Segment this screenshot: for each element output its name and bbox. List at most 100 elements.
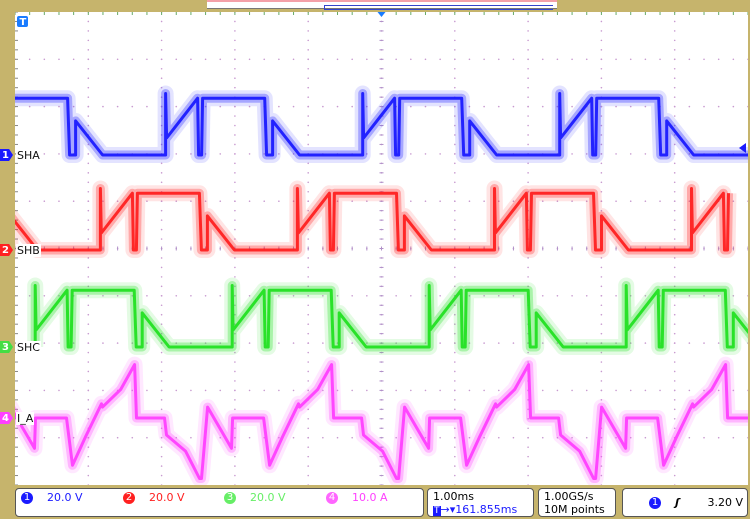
grid-dot [307, 77, 310, 80]
grid-dot [454, 323, 456, 325]
channel-2-label: SHB [16, 243, 41, 257]
grid-dot [527, 465, 529, 467]
grid-dot [248, 436, 251, 439]
grid-dot [673, 39, 676, 42]
grid-dot [146, 342, 148, 344]
grid-dot [527, 134, 529, 136]
grid-dot [615, 105, 617, 108]
trace-shb [15, 187, 730, 252]
grid-dot [160, 86, 163, 89]
grid-dot [541, 436, 544, 439]
grid-dot [468, 200, 471, 202]
trigger-panel[interactable]: 1 ʃ 3.20 V [622, 488, 748, 517]
grid-dot [747, 342, 748, 344]
ch2-scale[interactable]: 20.0 V [149, 491, 185, 504]
timebase-panel[interactable]: 1.00ms T→▾161.855ms [427, 488, 534, 517]
grid-dot [160, 209, 163, 212]
grid-dot [527, 408, 529, 411]
grid-dot [571, 105, 573, 108]
grid-dot [322, 105, 324, 108]
ch1-scale[interactable]: 20.0 V [47, 491, 83, 504]
trigger-level-marker [739, 143, 746, 153]
grid-dot [87, 257, 90, 259]
channel-1-marker[interactable]: 1 SHA [0, 148, 41, 162]
grid-dot [87, 181, 90, 184]
grid-dot [673, 209, 676, 212]
grid-dot [732, 58, 735, 61]
grid-dot [131, 58, 134, 61]
grid-dot [160, 361, 163, 363]
grid-dot [204, 153, 207, 155]
grid-dot [629, 295, 632, 297]
grid-dot [146, 58, 148, 61]
grid-dot [600, 446, 603, 448]
grid-dot [600, 455, 603, 458]
grid-dot [673, 162, 676, 165]
channel-4-marker[interactable]: 4 I_A [0, 411, 35, 425]
grid-dot [600, 323, 603, 325]
grid-dot [160, 399, 163, 401]
grid-dot [307, 427, 310, 430]
grid-dot [336, 58, 339, 61]
grid-dot [160, 181, 163, 184]
grid-dot [219, 436, 222, 439]
grid-dot [527, 96, 529, 98]
channel-1-label: SHA [16, 148, 41, 162]
grid-dot [160, 465, 163, 467]
grid-dot [278, 295, 280, 297]
grid-dot [43, 200, 46, 202]
grid-dot [234, 49, 236, 51]
grid-dot [673, 67, 676, 70]
grid-dot [190, 58, 192, 61]
grid-dot [600, 285, 603, 288]
grid-dot [43, 342, 46, 344]
grid-dot [673, 228, 676, 231]
grid-dot [234, 465, 236, 467]
grid-dot [673, 380, 676, 382]
grid-dot [600, 266, 603, 269]
ch4-scale[interactable]: 10.0 A [352, 491, 388, 504]
grid-dot [703, 58, 705, 61]
grid-dot [673, 115, 676, 117]
grid-dot [571, 436, 573, 439]
grid-dot [234, 304, 236, 307]
grid-dot [87, 446, 90, 448]
grid-dot [102, 436, 104, 439]
grid-dot [307, 105, 310, 108]
grid-dot [160, 304, 163, 307]
grid-dot [234, 474, 236, 477]
record-overview-bar[interactable] [207, 0, 557, 10]
grid-dot [307, 181, 310, 184]
grid-dot [673, 351, 676, 354]
channel-3-marker[interactable]: 3 SHC [0, 340, 41, 354]
grid-dot [424, 436, 427, 439]
grid-dot [585, 200, 588, 202]
trace-i_a [15, 363, 748, 480]
grid-dot [248, 58, 251, 61]
grid-dot [131, 105, 134, 108]
grid-dot [43, 436, 46, 439]
grid-dot [234, 389, 236, 392]
grid-dot [351, 342, 353, 344]
grid-dot [28, 389, 31, 392]
grid-dot [454, 455, 456, 458]
channel-2-marker[interactable]: 2 SHB [0, 243, 41, 257]
grid-dot [454, 49, 456, 51]
grid-dot [527, 361, 529, 363]
grid-dot [72, 200, 75, 202]
grid-dot [87, 20, 90, 23]
acquisition-panel[interactable]: 1.00GS/s 10M points [538, 488, 616, 517]
grid-dot [483, 436, 485, 439]
grid-dot [527, 20, 529, 23]
grid-dot [527, 181, 529, 184]
grid-dot [248, 105, 251, 108]
grid-dot [307, 342, 310, 344]
grid-dot [527, 30, 529, 32]
vertical-scale-panel[interactable]: 1 20.0 V 2 20.0 V 3 20.0 V 4 10.0 A [15, 488, 424, 517]
grid-dot [234, 380, 236, 382]
grid-dot [87, 484, 90, 485]
ch3-scale[interactable]: 20.0 V [250, 491, 286, 504]
grid-dot [527, 58, 529, 61]
grid-dot [292, 389, 295, 392]
grid-dot [629, 153, 632, 155]
